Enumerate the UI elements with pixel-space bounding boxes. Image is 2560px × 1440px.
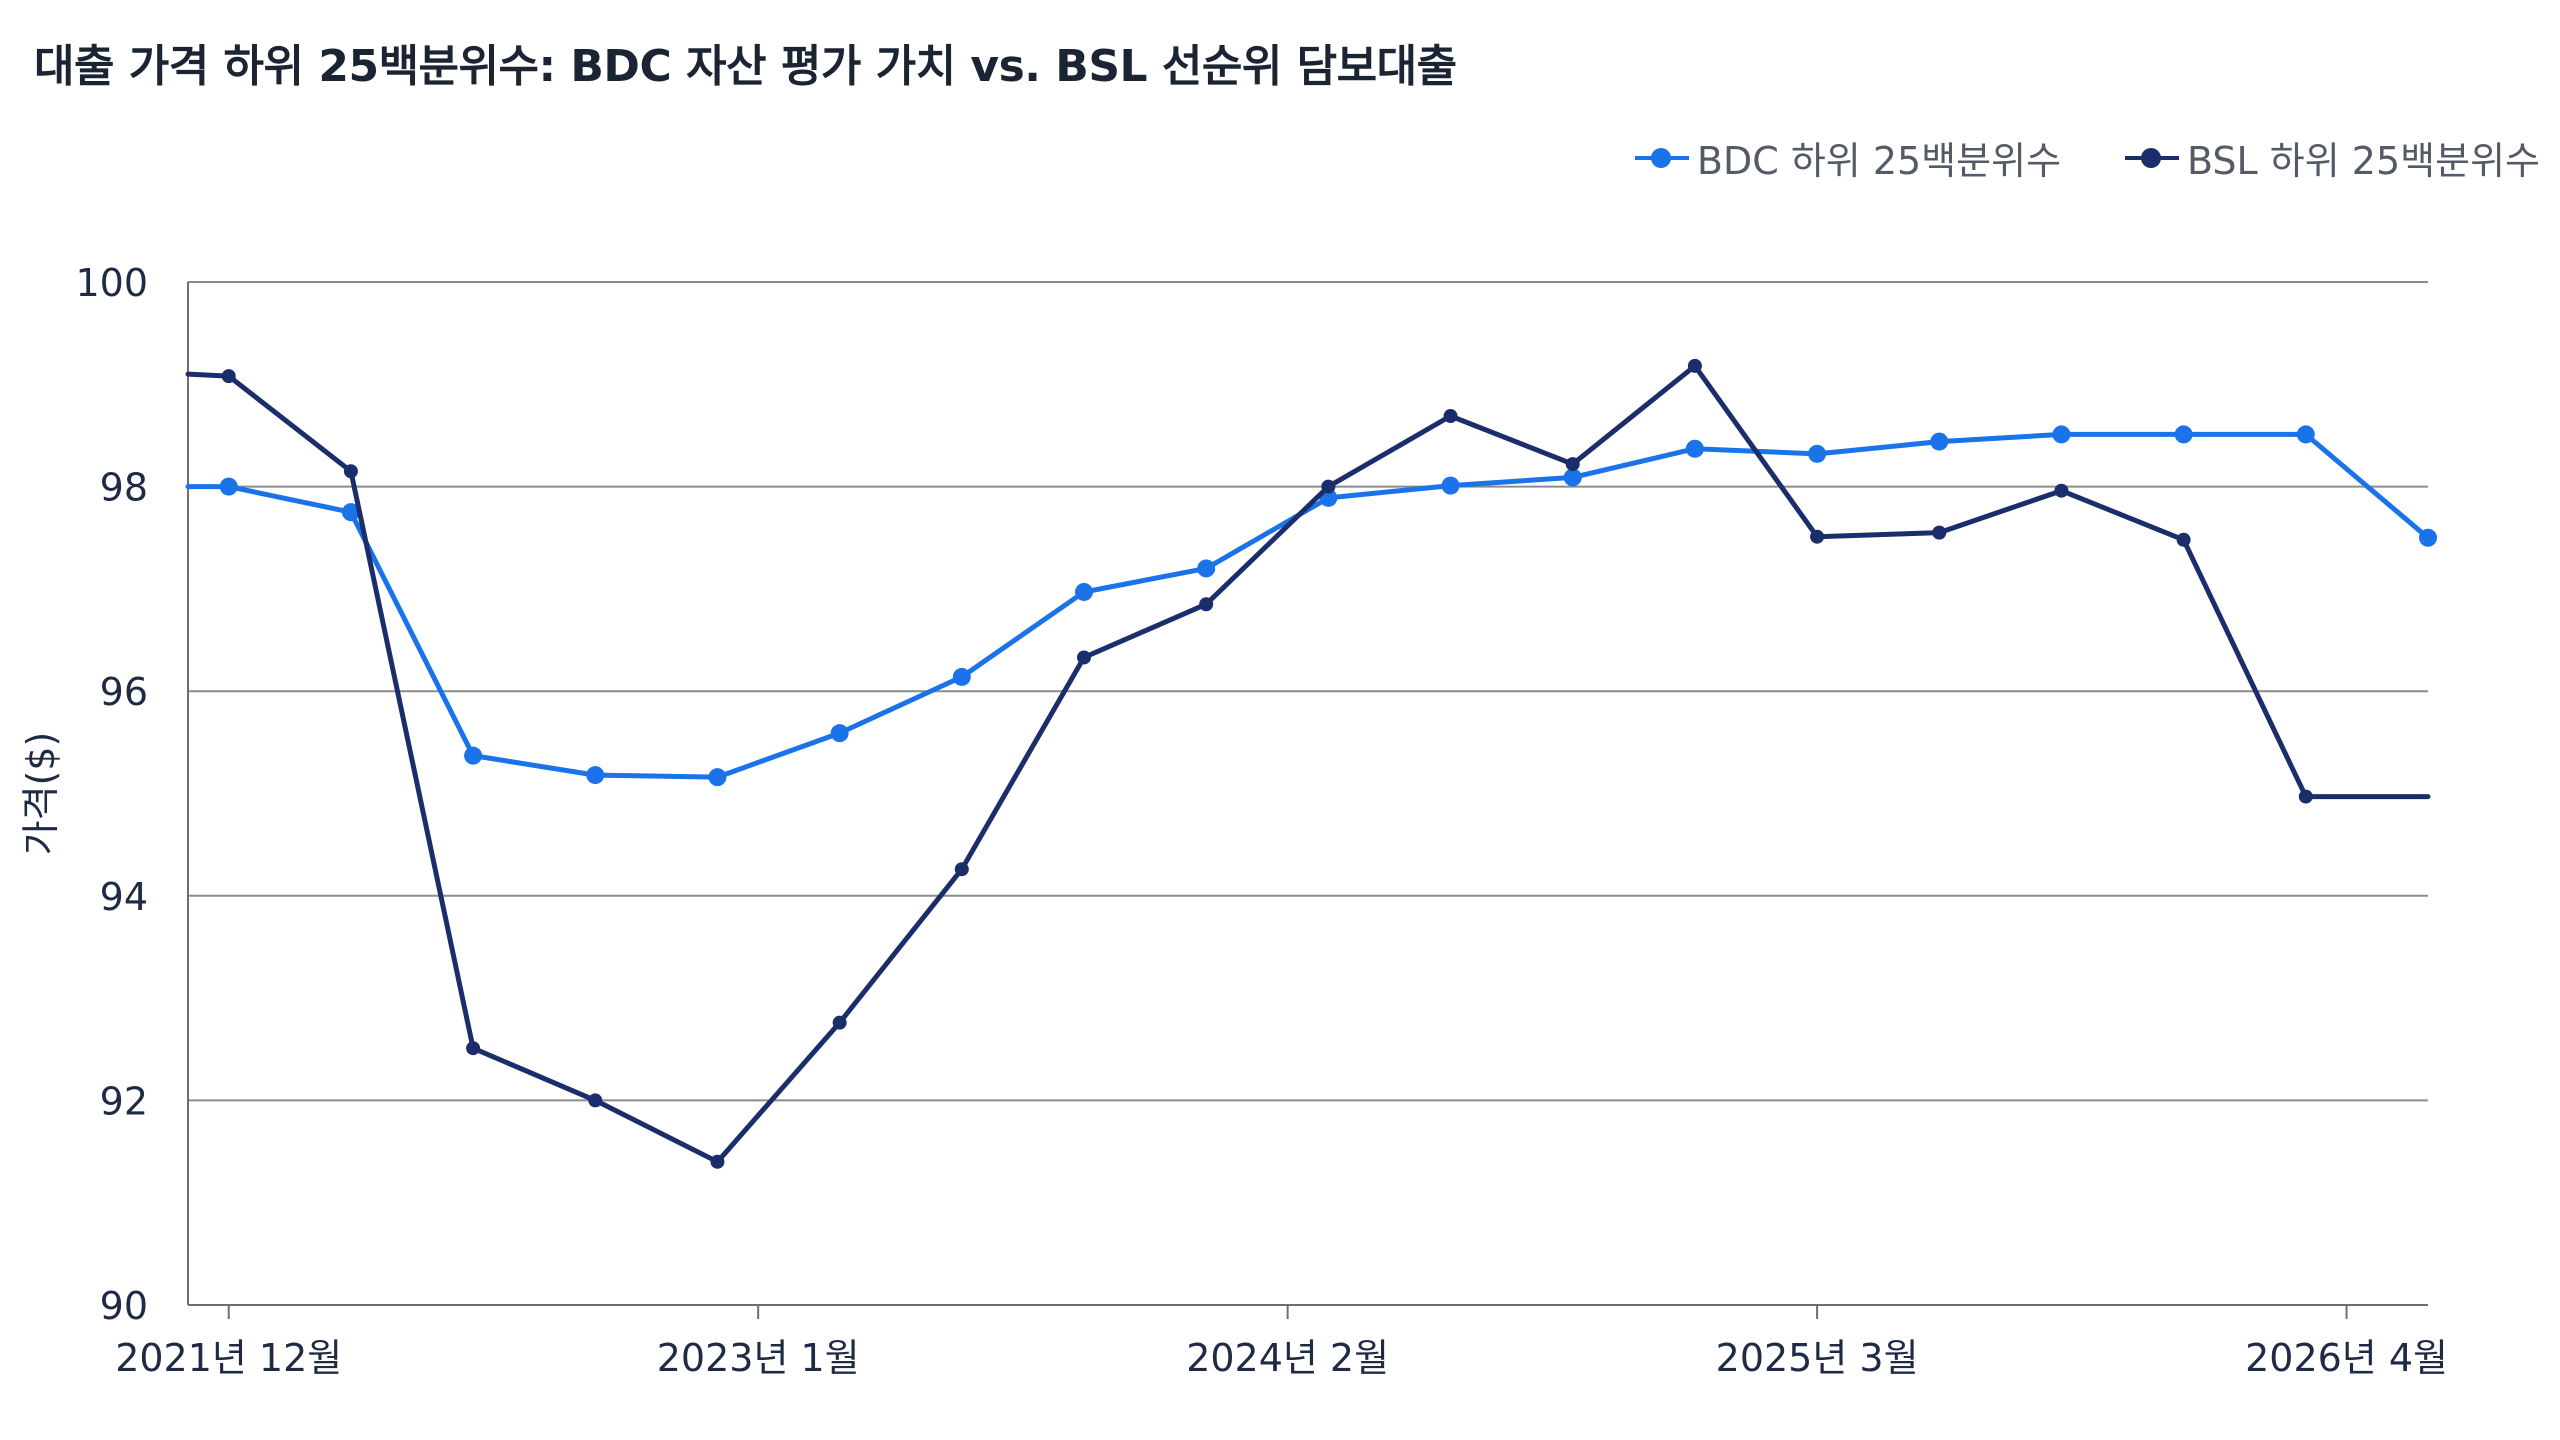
series-0-point-8 [1075, 582, 1093, 601]
series-line-0 [185, 431, 2431, 780]
legend-marker-bdc [1634, 147, 1689, 168]
series-0-point-5 [708, 768, 727, 787]
series-0-point-12 [1563, 468, 1582, 487]
series-1-point-6 [832, 1015, 847, 1030]
legend-label-bsl: BSL 하위 25백분위수 [2187, 139, 2540, 183]
x-tick-label-1: 2023년 1월 [657, 1336, 860, 1380]
legend-item-bdc[interactable]: BDC 하위 25백분위수 [1634, 130, 2062, 185]
chart-title: 대출 가격 하위 25백분위수: BDC 자산 평가 가치 vs. BSL 선순… [34, 41, 1457, 92]
series-1-point-7 [954, 862, 969, 877]
series-1-point-4 [588, 1093, 603, 1108]
series-line-1 [185, 363, 2431, 1165]
series-1-point-17 [2176, 532, 2191, 547]
y-tick-label-90: 90 [100, 1284, 148, 1328]
series-1-point-18 [2298, 789, 2313, 804]
series-1-point-9 [1199, 597, 1214, 612]
legend-marker-bsl [2125, 147, 2180, 168]
series-1-point-1 [221, 369, 236, 384]
y-tick-label-92: 92 [100, 1079, 148, 1123]
legend-item-bsl[interactable]: BSL 하위 25백분위수 [2125, 130, 2540, 185]
x-tick-label-2: 2024년 2월 [1186, 1336, 1389, 1380]
series-1-point-2 [343, 464, 358, 479]
series-0-point-16 [2052, 425, 2071, 444]
series-0-point-1 [219, 477, 238, 496]
y-tick-label-94: 94 [100, 875, 148, 919]
series-0-point-4 [586, 766, 605, 785]
y-tick-label-100: 100 [75, 261, 148, 305]
series-1-point-16 [2054, 483, 2069, 498]
series-0-point-9 [1197, 559, 1216, 578]
legend-label-bdc: BDC 하위 25백분위수 [1696, 139, 2062, 183]
series-0-point-17 [2174, 425, 2193, 444]
series-0-point-2 [341, 503, 360, 522]
series-1-point-12 [1565, 457, 1580, 472]
series-0-point-6 [830, 724, 849, 743]
series-1-point-3 [466, 1041, 481, 1056]
series-1-point-15 [1932, 525, 1947, 540]
y-tick-label-96: 96 [100, 670, 148, 714]
series-1-point-14 [1810, 529, 1825, 544]
x-tick-label-4: 2026년 4월 [2245, 1336, 2448, 1380]
series-0-point-11 [1441, 476, 1460, 495]
series-0-point-3 [464, 746, 483, 765]
series-0-point-19 [2419, 528, 2437, 547]
x-tick-label-0: 2021년 12월 [115, 1336, 342, 1380]
series-0-point-18 [2296, 425, 2315, 444]
x-tick-label-3: 2025년 3월 [1716, 1336, 1919, 1380]
series-1-point-10 [1321, 479, 1336, 494]
series-0-point-14 [1808, 444, 1827, 463]
series-1-point-13 [1687, 358, 1702, 373]
chart-legend: BDC 하위 25백분위수 BSL 하위 25백분위수 [1634, 130, 2540, 185]
series-1-point-8 [1077, 650, 1091, 665]
series-1-point-11 [1443, 409, 1458, 424]
series-0-point-7 [952, 667, 971, 686]
series-0-point-13 [1685, 439, 1704, 458]
y-axis-title: 가격($) [19, 732, 63, 856]
y-tick-label-98: 98 [100, 466, 148, 510]
series-0-point-15 [1930, 432, 1949, 451]
series-1-point-5 [710, 1154, 725, 1169]
